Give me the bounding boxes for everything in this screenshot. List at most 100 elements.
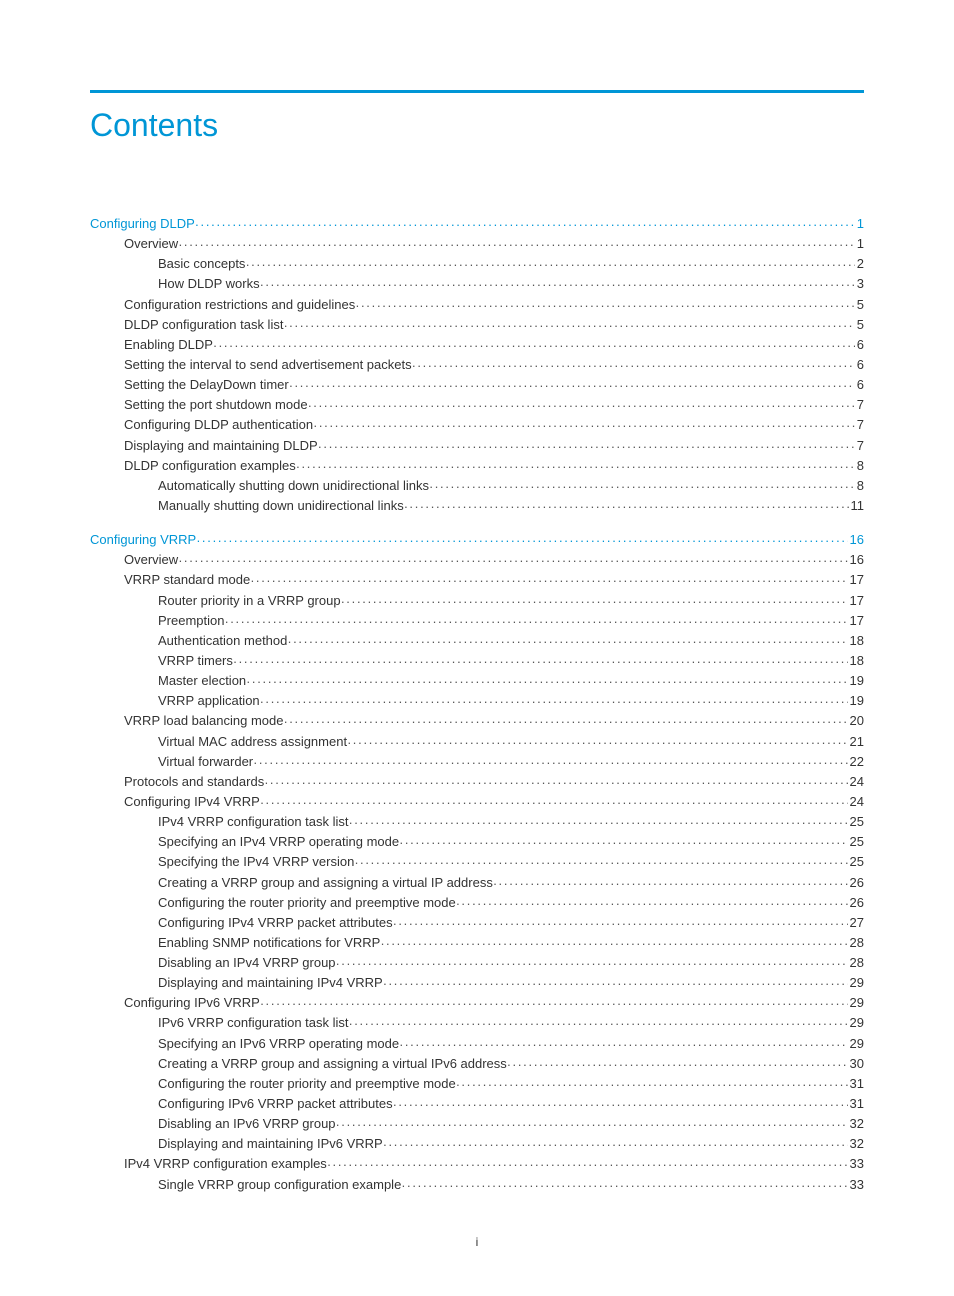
toc-row[interactable]: DLDP configuration examples8 xyxy=(90,456,864,476)
toc-label: Creating a VRRP group and assigning a vi… xyxy=(158,1054,507,1074)
toc-row[interactable]: Specifying an IPv4 VRRP operating mode 25 xyxy=(90,832,864,852)
toc-page-number: 17 xyxy=(848,611,864,631)
toc-page-number: 1 xyxy=(855,214,864,234)
toc-row[interactable]: Protocols and standards 24 xyxy=(90,772,864,792)
toc-page-number: 7 xyxy=(855,395,864,415)
toc-row[interactable]: Setting the DelayDown timer6 xyxy=(90,375,864,395)
toc-leader xyxy=(393,1095,848,1108)
toc-row[interactable]: Configuring IPv6 VRRP packet attributes 3… xyxy=(90,1094,864,1114)
toc-leader xyxy=(213,336,855,349)
toc-label: Specifying an IPv6 VRRP operating mode xyxy=(158,1034,399,1054)
toc-leader xyxy=(355,296,855,309)
toc-page-number: 18 xyxy=(848,631,864,651)
toc-label: Disabling an IPv4 VRRP group xyxy=(158,953,336,973)
toc-row[interactable]: Creating a VRRP group and assigning a vi… xyxy=(90,873,864,893)
toc-row[interactable]: Configuring DLDP authentication 7 xyxy=(90,415,864,435)
toc-row[interactable]: IPv6 VRRP configuration task list29 xyxy=(90,1013,864,1033)
toc-row[interactable]: Configuring IPv4 VRRP packet attributes2… xyxy=(90,913,864,933)
toc-page-number: 31 xyxy=(848,1094,864,1114)
toc-row[interactable]: Specifying the IPv4 VRRP version25 xyxy=(90,852,864,872)
toc-row[interactable]: Overview16 xyxy=(90,550,864,570)
toc-row[interactable]: Displaying and maintaining DLDP7 xyxy=(90,436,864,456)
toc-row[interactable]: VRRP application19 xyxy=(90,691,864,711)
toc-row[interactable]: Configuring DLDP1 xyxy=(90,214,864,234)
toc-row[interactable]: IPv4 VRRP configuration task list25 xyxy=(90,812,864,832)
toc-row[interactable]: Configuring the router priority and pree… xyxy=(90,893,864,913)
toc-row[interactable]: Configuring IPv6 VRRP29 xyxy=(90,993,864,1013)
toc-label: IPv4 VRRP configuration task list xyxy=(158,812,349,832)
toc-row[interactable]: Configuration restrictions and guideline… xyxy=(90,295,864,315)
toc-page-number: 6 xyxy=(855,335,864,355)
toc-row[interactable]: Automatically shutting down unidirection… xyxy=(90,476,864,496)
toc-row[interactable]: DLDP configuration task list5 xyxy=(90,315,864,335)
toc-row[interactable]: Enabling SNMP notifications for VRRP28 xyxy=(90,933,864,953)
document-page: Contents Configuring DLDP1Overview1Basic… xyxy=(0,0,954,1289)
toc-row[interactable]: Setting the port shutdown mode7 xyxy=(90,395,864,415)
toc-row[interactable]: Preemption 17 xyxy=(90,611,864,631)
toc-row[interactable]: VRRP load balancing mode20 xyxy=(90,711,864,731)
toc-row[interactable]: How DLDP works3 xyxy=(90,274,864,294)
toc-label: Protocols and standards xyxy=(124,772,264,792)
toc-row[interactable]: Single VRRP group configuration example3… xyxy=(90,1175,864,1195)
toc-row[interactable]: Configuring IPv4 VRRP24 xyxy=(90,792,864,812)
toc-leader xyxy=(347,733,847,746)
toc-row[interactable]: Configuring VRRP 16 xyxy=(90,530,864,550)
toc-row[interactable]: Virtual MAC address assignment21 xyxy=(90,732,864,752)
toc-row[interactable]: Manually shutting down unidirectional li… xyxy=(90,496,864,516)
toc-page-number: 33 xyxy=(848,1154,864,1174)
toc-label: Automatically shutting down unidirection… xyxy=(158,476,429,496)
toc-label: Specifying an IPv4 VRRP operating mode xyxy=(158,832,399,852)
toc-row[interactable]: Master election19 xyxy=(90,671,864,691)
toc-page-number: 22 xyxy=(848,752,864,772)
toc-row[interactable]: Authentication method18 xyxy=(90,631,864,651)
toc-row[interactable]: Overview1 xyxy=(90,234,864,254)
toc-page-number: 28 xyxy=(848,953,864,973)
table-of-contents: Configuring DLDP1Overview1Basic concepts… xyxy=(90,214,864,1195)
toc-row[interactable]: VRRP timers18 xyxy=(90,651,864,671)
toc-label: Configuring IPv4 VRRP xyxy=(124,792,260,812)
toc-row[interactable]: VRRP standard mode17 xyxy=(90,570,864,590)
toc-label: Configuring IPv6 VRRP packet attributes xyxy=(158,1094,393,1114)
toc-row[interactable]: Configuring the router priority and pree… xyxy=(90,1074,864,1094)
toc-label: Overview xyxy=(124,234,178,254)
toc-leader xyxy=(233,652,848,665)
toc-leader xyxy=(296,457,855,470)
toc-row[interactable]: Basic concepts 2 xyxy=(90,254,864,274)
toc-leader xyxy=(245,255,854,268)
toc-label: Configuring VRRP xyxy=(90,530,196,550)
toc-row[interactable]: Disabling an IPv4 VRRP group 28 xyxy=(90,953,864,973)
toc-leader xyxy=(253,753,847,766)
toc-row[interactable]: Disabling an IPv6 VRRP group32 xyxy=(90,1114,864,1134)
toc-label: Displaying and maintaining IPv4 VRRP xyxy=(158,973,383,993)
toc-leader xyxy=(404,497,849,510)
toc-leader xyxy=(246,672,847,685)
toc-page-number: 2 xyxy=(855,254,864,274)
toc-row[interactable]: Virtual forwarder22 xyxy=(90,752,864,772)
toc-page-number: 8 xyxy=(855,476,864,496)
toc-leader xyxy=(412,356,855,369)
toc-leader xyxy=(507,1055,848,1068)
toc-row[interactable]: Displaying and maintaining IPv6 VRRP32 xyxy=(90,1134,864,1154)
toc-row[interactable]: Setting the interval to send advertiseme… xyxy=(90,355,864,375)
toc-label: Enabling SNMP notifications for VRRP xyxy=(158,933,380,953)
toc-leader xyxy=(318,437,855,450)
toc-row[interactable]: Enabling DLDP6 xyxy=(90,335,864,355)
toc-row[interactable]: Creating a VRRP group and assigning a vi… xyxy=(90,1054,864,1074)
toc-row[interactable]: Specifying an IPv6 VRRP operating mode29 xyxy=(90,1034,864,1054)
toc-row[interactable]: Router priority in a VRRP group17 xyxy=(90,591,864,611)
toc-row[interactable]: IPv4 VRRP configuration examples33 xyxy=(90,1154,864,1174)
toc-leader xyxy=(287,632,847,645)
toc-row[interactable]: Displaying and maintaining IPv4 VRRP29 xyxy=(90,973,864,993)
toc-label: Preemption xyxy=(158,611,224,631)
toc-page-number: 16 xyxy=(848,530,864,550)
toc-label: Configuring DLDP authentication xyxy=(124,415,313,435)
toc-label: Manually shutting down unidirectional li… xyxy=(158,496,404,516)
toc-page-number: 32 xyxy=(848,1134,864,1154)
toc-label: Basic concepts xyxy=(158,254,245,274)
toc-leader xyxy=(308,396,855,409)
toc-page-number: 7 xyxy=(855,415,864,435)
toc-page-number: 25 xyxy=(848,832,864,852)
toc-page-number: 24 xyxy=(848,772,864,792)
toc-label: Disabling an IPv6 VRRP group xyxy=(158,1114,336,1134)
toc-leader xyxy=(195,215,855,228)
